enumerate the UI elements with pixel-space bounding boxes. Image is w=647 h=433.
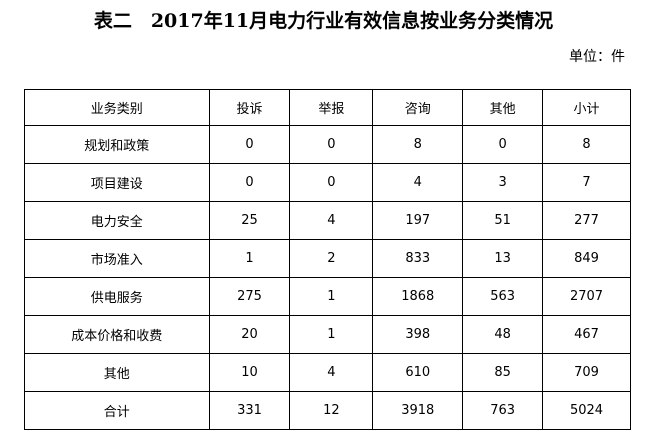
table-cell: 20 [208,315,291,354]
column-header: 咨询 [372,89,464,126]
table-cell: 2707 [542,277,631,316]
table-cell: 563 [462,277,544,316]
row-label: 项目建设 [24,163,210,202]
table-cell: 610 [372,353,464,392]
row-label: 成本价格和收费 [24,315,210,354]
unit-label: 单位：件 [569,49,625,65]
table-row: 规划和政策 0 0 8 0 8 [24,125,631,164]
row-label: 供电服务 [24,277,210,316]
table-cell: 12 [289,391,374,430]
row-label: 规划和政策 [24,125,210,164]
table-cell: 0 [208,163,291,202]
column-header: 其他 [462,89,544,126]
table-cell: 467 [542,315,631,354]
table-cell: 763 [462,391,544,430]
table-cell: 3918 [372,391,464,430]
table-cell: 2 [289,239,374,278]
table-cell: 3 [462,163,544,202]
table-row: 合计 331 12 3918 763 5024 [24,391,631,430]
table-cell: 197 [372,201,464,240]
row-label: 合计 [24,391,210,430]
row-label: 电力安全 [24,201,210,240]
table-cell: 277 [542,201,631,240]
table-cell: 0 [289,163,374,202]
table-cell: 51 [462,201,544,240]
table-title: 表二 2017年11月电力行业有效信息按业务分类情况 [93,10,554,32]
table-cell: 5024 [542,391,631,430]
table-cell: 1868 [372,277,464,316]
header-row: 业务类别 投诉 举报 咨询 其他 小计 [24,89,631,126]
table-cell: 398 [372,315,464,354]
table-cell: 48 [462,315,544,354]
table-cell: 10 [208,353,291,392]
table-cell: 13 [462,239,544,278]
table-cell: 4 [289,201,374,240]
table-row: 项目建设 0 0 4 3 7 [24,163,631,202]
table-cell: 0 [462,125,544,164]
table-row: 市场准入 1 2 833 13 849 [24,239,631,278]
row-label: 市场准入 [24,239,210,278]
table-cell: 4 [289,353,374,392]
table-cell: 275 [208,277,291,316]
table-cell: 1 [208,239,291,278]
table-cell: 25 [208,201,291,240]
table-cell: 7 [542,163,631,202]
table-cell: 1 [289,315,374,354]
row-label: 其他 [24,353,210,392]
table-cell: 4 [372,163,464,202]
table-cell: 0 [208,125,291,164]
table-cell: 0 [289,125,374,164]
table-row: 供电服务 275 1 1868 563 2707 [24,277,631,316]
table-cell: 85 [462,353,544,392]
table-cell: 331 [208,391,291,430]
table-cell: 849 [542,239,631,278]
table-cell: 1 [289,277,374,316]
column-header: 投诉 [208,89,291,126]
table-row: 电力安全 25 4 197 51 277 [24,201,631,240]
table-cell: 8 [542,125,631,164]
table-cell: 709 [542,353,631,392]
table-cell: 8 [372,125,464,164]
column-header: 小计 [542,89,631,126]
table-cell: 833 [372,239,464,278]
column-header: 举报 [289,89,374,126]
table-row: 其他 10 4 610 85 709 [24,353,631,392]
table-row: 成本价格和收费 20 1 398 48 467 [24,315,631,354]
data-table: 业务类别 投诉 举报 咨询 其他 小计 规划和政策 0 0 8 0 8 项目建设 0 0 4 3 7 电力安全 25… [24,89,631,430]
column-header: 业务类别 [24,89,210,126]
